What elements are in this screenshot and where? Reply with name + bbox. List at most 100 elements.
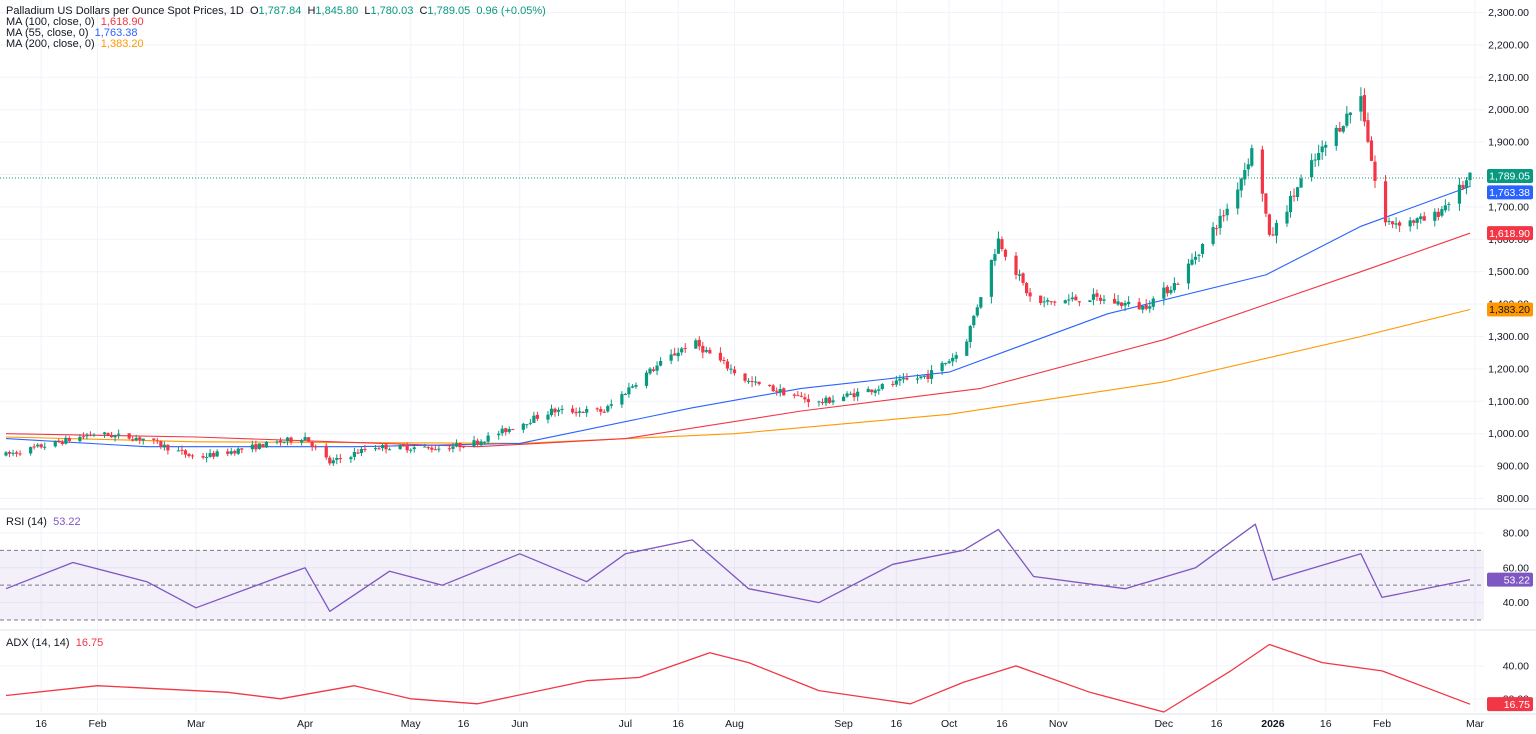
candle[interactable] <box>204 452 209 463</box>
candle[interactable] <box>609 399 613 409</box>
candle[interactable] <box>373 445 378 452</box>
candle[interactable] <box>1222 209 1226 222</box>
candle[interactable] <box>556 407 561 417</box>
candle[interactable] <box>1000 236 1004 252</box>
candle[interactable] <box>57 438 61 443</box>
candle[interactable] <box>975 304 979 318</box>
adx-legend[interactable]: ADX (14, 14) 16.75 <box>6 637 103 649</box>
candle[interactable] <box>602 409 606 414</box>
candle[interactable] <box>595 407 599 412</box>
candle[interactable] <box>951 353 955 367</box>
candle[interactable] <box>363 445 367 453</box>
candle[interactable] <box>335 454 339 465</box>
candle[interactable] <box>1095 289 1099 301</box>
candle[interactable] <box>131 436 135 442</box>
candle[interactable] <box>254 440 258 453</box>
candle[interactable] <box>1408 217 1412 232</box>
candle[interactable] <box>331 457 335 467</box>
candle[interactable] <box>725 358 730 372</box>
candle[interactable] <box>620 391 624 408</box>
candle[interactable] <box>461 446 466 449</box>
candle[interactable] <box>673 347 677 356</box>
candle[interactable] <box>1017 269 1022 281</box>
candle[interactable] <box>968 324 972 348</box>
candle[interactable] <box>402 443 406 447</box>
candle[interactable] <box>486 432 490 445</box>
candle[interactable] <box>831 395 835 406</box>
candle[interactable] <box>926 369 930 383</box>
candle[interactable] <box>704 346 708 354</box>
candle[interactable] <box>92 433 96 437</box>
candle[interactable] <box>1028 288 1032 302</box>
candle[interactable] <box>1274 219 1279 244</box>
candle[interactable] <box>190 453 195 460</box>
candle[interactable] <box>1169 286 1173 295</box>
ma55-legend[interactable]: MA (55, close, 0) 1,763.38 <box>6 28 138 39</box>
candle[interactable] <box>285 436 290 446</box>
candle[interactable] <box>359 446 364 457</box>
candle[interactable] <box>1193 251 1198 265</box>
candle[interactable] <box>39 443 43 449</box>
candle[interactable] <box>447 444 452 452</box>
candle[interactable] <box>176 446 181 452</box>
candle[interactable] <box>1383 175 1388 227</box>
candle[interactable] <box>1127 296 1131 307</box>
candle[interactable] <box>606 404 610 413</box>
candle[interactable] <box>1074 294 1078 301</box>
candle[interactable] <box>658 357 663 367</box>
candle[interactable] <box>1151 296 1155 311</box>
candle[interactable] <box>1464 177 1469 195</box>
candle[interactable] <box>560 405 564 415</box>
candle[interactable] <box>352 447 357 461</box>
candle[interactable] <box>233 449 237 456</box>
candle[interactable] <box>1345 106 1349 128</box>
candle[interactable] <box>1039 295 1043 306</box>
candle[interactable] <box>208 449 212 458</box>
price-tag-last[interactable]: 1,789.05 <box>1487 169 1533 184</box>
candle[interactable] <box>954 351 958 363</box>
candle[interactable] <box>775 387 779 396</box>
candle[interactable] <box>1190 253 1194 266</box>
candle[interactable] <box>1200 243 1205 258</box>
candle[interactable] <box>1239 177 1243 198</box>
candle[interactable] <box>380 443 385 452</box>
candle[interactable] <box>1112 293 1117 304</box>
candle[interactable] <box>972 314 976 328</box>
candle[interactable] <box>782 387 786 396</box>
candle[interactable] <box>1267 213 1272 237</box>
candle[interactable] <box>901 373 906 384</box>
candle[interactable] <box>1225 203 1229 221</box>
candle[interactable] <box>722 356 726 365</box>
candle[interactable] <box>1162 282 1166 306</box>
candle[interactable] <box>683 343 687 353</box>
candle[interactable] <box>1172 277 1176 293</box>
candle[interactable] <box>1116 294 1120 306</box>
candle[interactable] <box>947 359 951 364</box>
candle[interactable] <box>500 425 504 437</box>
candle[interactable] <box>36 443 40 448</box>
candle[interactable] <box>261 443 265 448</box>
candle[interactable] <box>240 448 244 454</box>
candle[interactable] <box>1299 174 1303 188</box>
candle[interactable] <box>1077 301 1081 307</box>
candle[interactable] <box>546 410 550 424</box>
candle[interactable] <box>1285 205 1289 227</box>
candle[interactable] <box>1098 294 1103 305</box>
candle[interactable] <box>67 436 71 443</box>
candle[interactable] <box>507 426 511 434</box>
candle[interactable] <box>803 393 807 403</box>
candle[interactable] <box>472 435 476 448</box>
candle[interactable] <box>1324 141 1328 156</box>
price-tag-ma100[interactable]: 1,618.90 <box>1487 226 1533 241</box>
candle[interactable] <box>458 442 462 452</box>
candle[interactable] <box>856 388 860 401</box>
candle[interactable] <box>497 430 501 440</box>
candle[interactable] <box>521 422 525 433</box>
candle[interactable] <box>1148 300 1152 313</box>
candle[interactable] <box>1049 301 1053 305</box>
rsi-value-tag[interactable]: 53.22 <box>1487 572 1533 587</box>
candle[interactable] <box>1317 144 1321 167</box>
candle[interactable] <box>993 248 997 266</box>
candle[interactable] <box>356 448 360 455</box>
candle[interactable] <box>1088 300 1092 303</box>
